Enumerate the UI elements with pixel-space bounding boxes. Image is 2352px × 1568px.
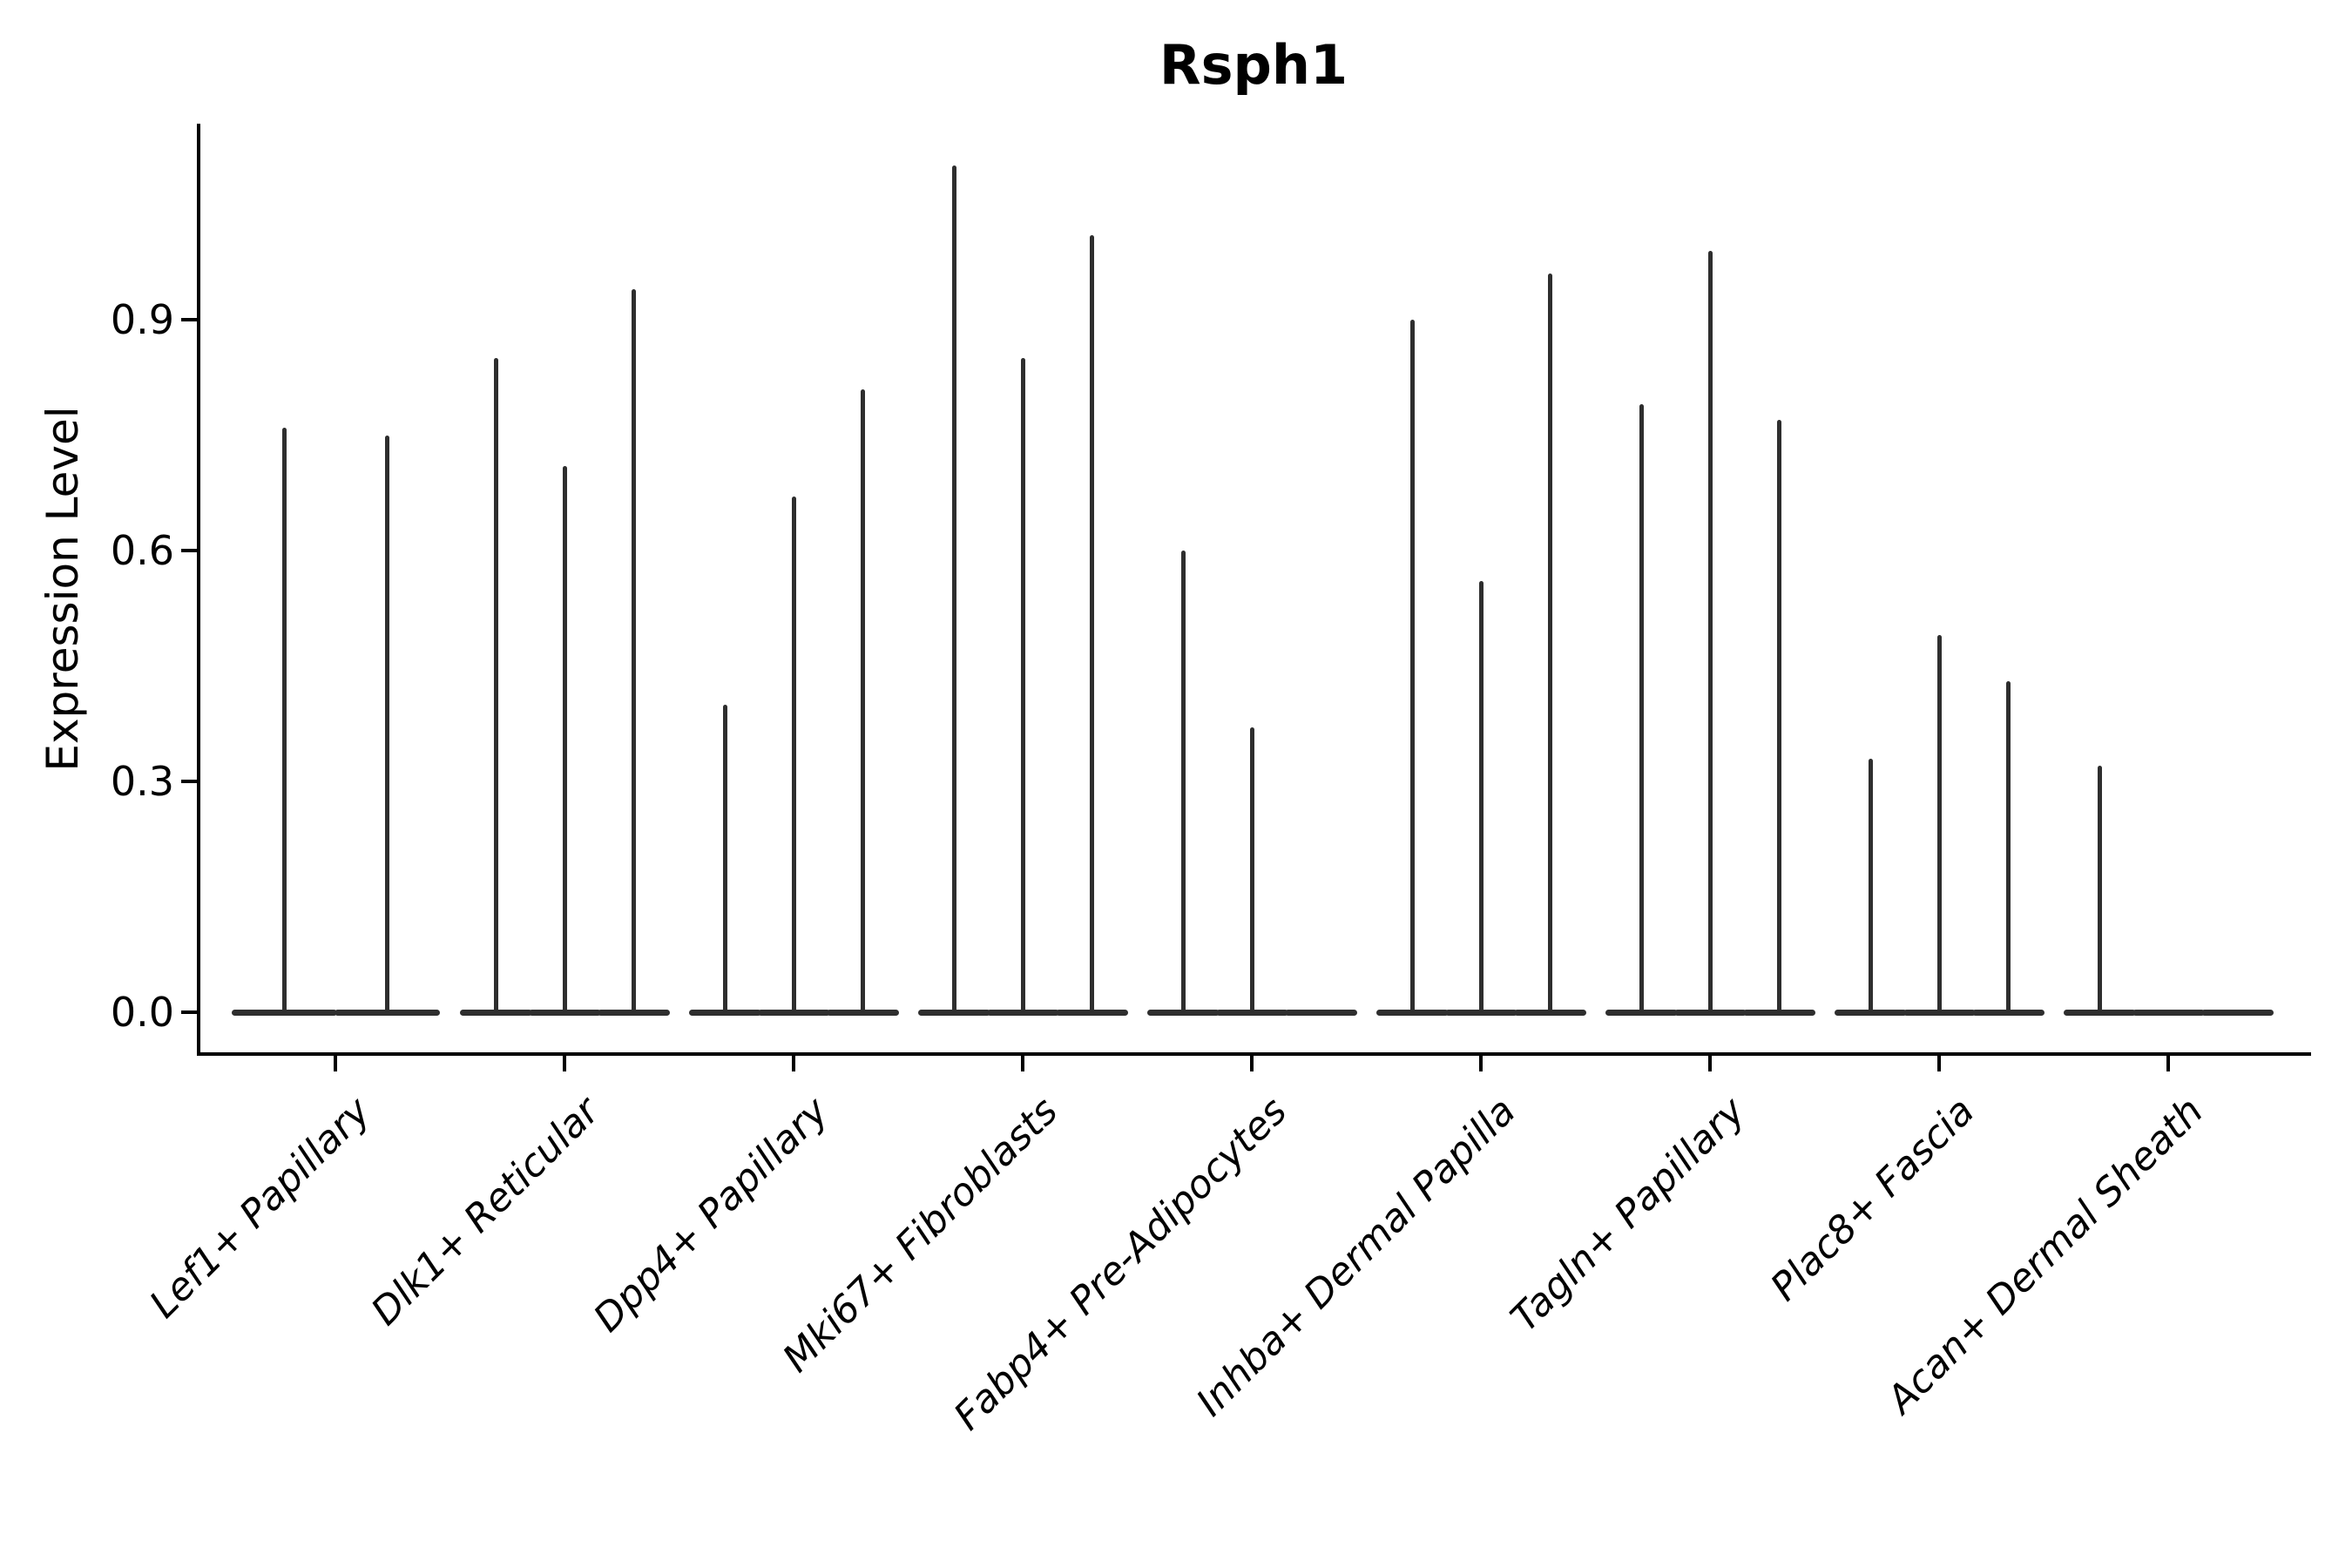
violin-base (1673, 1009, 1747, 1016)
violin-spike (1180, 551, 1186, 1012)
violin-spike (1547, 274, 1552, 1012)
violin-spike (1868, 758, 1873, 1012)
y-tick-label: 0.0 (110, 989, 174, 1036)
violin-base (1971, 1009, 2044, 1016)
violin-spike (1639, 404, 1644, 1012)
violin-spike (791, 497, 796, 1012)
violin-base (1444, 1009, 1517, 1016)
x-tick-label: Dpp4+ Papillary (585, 1089, 838, 1342)
violin-base (1284, 1009, 1357, 1016)
violin-spike (2005, 681, 2011, 1012)
x-tick-label: Plac8+ Fascia (1761, 1089, 1984, 1310)
x-tick-label: Lef1+ Papillary (141, 1089, 380, 1328)
violin-spike (384, 435, 389, 1012)
x-tick-mark (792, 1056, 795, 1071)
violin-spike (281, 427, 287, 1012)
violin-spike (1936, 635, 1942, 1012)
violin-base (2132, 1009, 2205, 1016)
y-axis-spine (197, 124, 200, 1056)
violin-base (1605, 1009, 1678, 1016)
violin-spike (1707, 250, 1713, 1012)
violin-spike (562, 465, 567, 1012)
violin-base (1834, 1009, 1907, 1016)
x-tick-mark (2166, 1056, 2170, 1071)
violin-base (1742, 1009, 1815, 1016)
violin-spike (2097, 766, 2102, 1012)
violin-spike (951, 166, 956, 1012)
violin-spike (1089, 234, 1094, 1012)
x-tick-mark (1021, 1056, 1024, 1071)
violin-base (2200, 1009, 2274, 1016)
x-tick-label: Tagln+ Papillary (1502, 1089, 1754, 1341)
violin-base (986, 1009, 1059, 1016)
violin-base (231, 1009, 337, 1016)
violin-spike (860, 389, 865, 1012)
violin-base (1146, 1009, 1220, 1016)
violin-base (1903, 1009, 1976, 1016)
violin-spike (1020, 358, 1025, 1012)
violin-base (1375, 1009, 1449, 1016)
violin-base (1215, 1009, 1288, 1016)
violin-spike (1478, 581, 1484, 1012)
x-tick-label: Dlk1+ Reticular (362, 1089, 609, 1335)
y-tick-mark (181, 318, 197, 322)
y-axis-label: Expression Level (37, 406, 88, 772)
violin-base (688, 1009, 761, 1016)
violin-base (826, 1009, 899, 1016)
violin-spike (1249, 727, 1254, 1012)
violin-base (1055, 1009, 1128, 1016)
x-tick-mark (1479, 1056, 1483, 1071)
x-axis-spine (197, 1052, 2311, 1056)
violin-base (459, 1009, 532, 1016)
y-tick-label: 0.9 (110, 296, 174, 344)
y-tick-label: 0.3 (110, 758, 174, 805)
violin-spike (1409, 320, 1415, 1012)
violin-base (1513, 1009, 1586, 1016)
y-tick-label: 0.6 (110, 527, 174, 575)
y-tick-mark (181, 1010, 197, 1014)
violin-base (334, 1009, 440, 1016)
y-tick-mark (181, 780, 197, 783)
x-tick-mark (1708, 1056, 1712, 1071)
violin-base (917, 1009, 990, 1016)
x-tick-mark (1937, 1056, 1941, 1071)
violin-base (597, 1009, 670, 1016)
violin-base (2063, 1009, 2136, 1016)
x-tick-mark (334, 1056, 337, 1071)
violin-spike (1776, 419, 1781, 1012)
violin-spike (722, 704, 727, 1012)
violin-base (528, 1009, 601, 1016)
x-tick-mark (563, 1056, 566, 1071)
chart-title: Rsph1 (1159, 33, 1348, 97)
violin-spike (631, 288, 636, 1012)
violin-base (757, 1009, 830, 1016)
violin-spike (493, 358, 498, 1012)
y-tick-mark (181, 549, 197, 553)
x-tick-mark (1250, 1056, 1254, 1071)
